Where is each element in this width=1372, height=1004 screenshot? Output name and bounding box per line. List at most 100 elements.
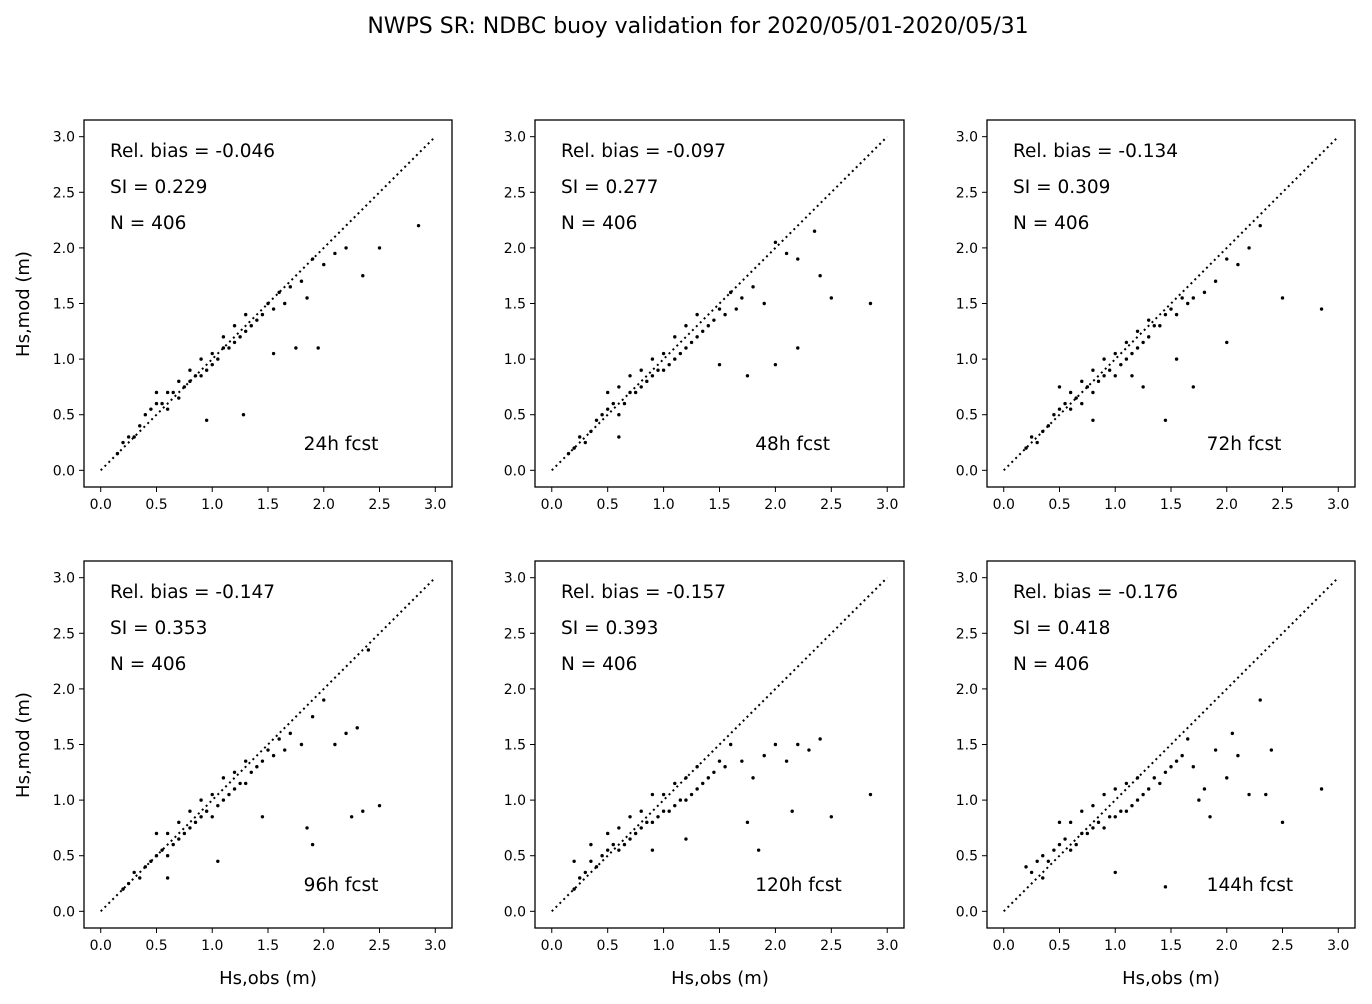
data-point <box>628 390 632 395</box>
data-point <box>1141 340 1145 345</box>
one-to-one-reference-line <box>551 135 888 472</box>
data-point <box>210 792 214 797</box>
data-point <box>283 301 287 306</box>
data-point <box>1264 792 1268 797</box>
si-annotation: SI = 0.229 <box>110 177 207 198</box>
data-point <box>617 413 621 417</box>
data-point <box>416 223 421 228</box>
y-tick-label: 1.5 <box>504 738 526 754</box>
x-tick-label: 0.0 <box>90 938 112 954</box>
data-point <box>241 413 246 417</box>
data-point <box>199 357 203 361</box>
one-to-one-reference-line <box>551 576 888 913</box>
data-point <box>1107 368 1112 372</box>
data-point <box>165 854 170 858</box>
data-point <box>349 815 354 819</box>
data-point <box>165 407 170 411</box>
x-tick-label: 1.5 <box>1160 497 1182 513</box>
data-point <box>566 451 571 456</box>
data-point <box>232 324 237 328</box>
data-point <box>221 798 226 802</box>
data-point <box>622 401 627 406</box>
x-tick-label: 3.0 <box>424 497 446 513</box>
data-point <box>723 765 727 769</box>
data-point <box>243 759 248 763</box>
data-point <box>706 324 711 328</box>
rel-bias-annotation: Rel. bias = -0.046 <box>110 141 275 162</box>
data-point <box>1135 329 1140 334</box>
data-point <box>305 296 309 300</box>
data-point <box>639 385 643 389</box>
data-point <box>1202 290 1207 295</box>
x-tick-label: 2.0 <box>1216 497 1238 513</box>
x-tick-label: 0.5 <box>145 497 167 513</box>
data-point <box>138 876 142 880</box>
data-point <box>299 742 304 747</box>
data-point <box>1068 407 1073 411</box>
y-tick-label: 3.0 <box>53 130 75 146</box>
one-to-one-reference-line <box>1003 576 1339 913</box>
data-point <box>829 296 834 300</box>
data-point <box>1258 698 1262 702</box>
data-point <box>661 368 666 372</box>
data-point <box>1119 362 1123 367</box>
n-annotation: N = 406 <box>561 654 637 675</box>
data-point <box>1068 820 1073 825</box>
data-point <box>188 379 192 384</box>
data-point <box>633 831 638 836</box>
data-point <box>126 435 131 439</box>
data-point <box>1080 809 1084 813</box>
scatter-panel-2: 0.0 0.5 1.0 1.5 2.0 2.5 3.0 0.0 0.5 1.0 1.5 2.0 2.5 3… <box>504 119 905 513</box>
data-point <box>160 401 164 406</box>
data-point <box>1319 307 1324 311</box>
scatter-panel-4: 0.0 0.5 1.0 1.5 2.0 2.5 3.0 0.0 0.5 1.0 1.5 2.0 2.5 3… <box>53 560 453 954</box>
n-annotation: N = 406 <box>1013 654 1089 675</box>
data-point <box>149 859 153 863</box>
data-point <box>232 770 237 775</box>
data-point <box>227 346 231 350</box>
x-tick-label: 2.0 <box>764 938 786 954</box>
data-point <box>583 870 588 875</box>
data-point <box>1124 340 1129 345</box>
y-tick-label: 1.0 <box>504 793 526 809</box>
data-point <box>288 731 293 736</box>
data-point <box>633 390 638 395</box>
scatter-points <box>566 229 873 456</box>
data-point <box>132 435 136 439</box>
data-point <box>628 837 632 841</box>
data-point <box>645 379 649 384</box>
data-point <box>745 820 750 825</box>
data-point <box>868 792 873 797</box>
data-point <box>1163 885 1168 889</box>
one-to-one-reference-line <box>1003 135 1339 472</box>
data-point <box>277 737 281 741</box>
data-point <box>628 374 632 378</box>
data-point <box>361 273 365 278</box>
x-tick-label: 1.0 <box>652 497 674 513</box>
y-tick-label: 2.5 <box>53 626 75 642</box>
data-point <box>249 324 253 328</box>
x-tick-label: 0.5 <box>597 938 619 954</box>
data-point <box>656 368 660 372</box>
data-point <box>310 842 315 847</box>
x-tick-label: 0.0 <box>993 497 1015 513</box>
data-point <box>1024 446 1028 450</box>
scatter-points <box>121 648 382 891</box>
data-point <box>305 826 309 830</box>
data-point <box>605 407 610 411</box>
data-point <box>1191 385 1196 389</box>
data-point <box>216 859 220 863</box>
y-tick-label: 2.5 <box>956 626 978 642</box>
data-point <box>790 809 794 813</box>
data-point <box>271 307 276 311</box>
data-point <box>745 374 750 378</box>
rel-bias-annotation: Rel. bias = -0.134 <box>1013 141 1178 162</box>
data-point <box>1113 351 1117 356</box>
data-point <box>717 362 722 367</box>
data-point <box>728 290 733 295</box>
data-point <box>165 831 170 836</box>
data-point <box>1130 803 1134 808</box>
y-tick-label: 3.0 <box>504 130 526 146</box>
x-tick-label: 2.5 <box>368 497 390 513</box>
data-point <box>310 257 315 261</box>
